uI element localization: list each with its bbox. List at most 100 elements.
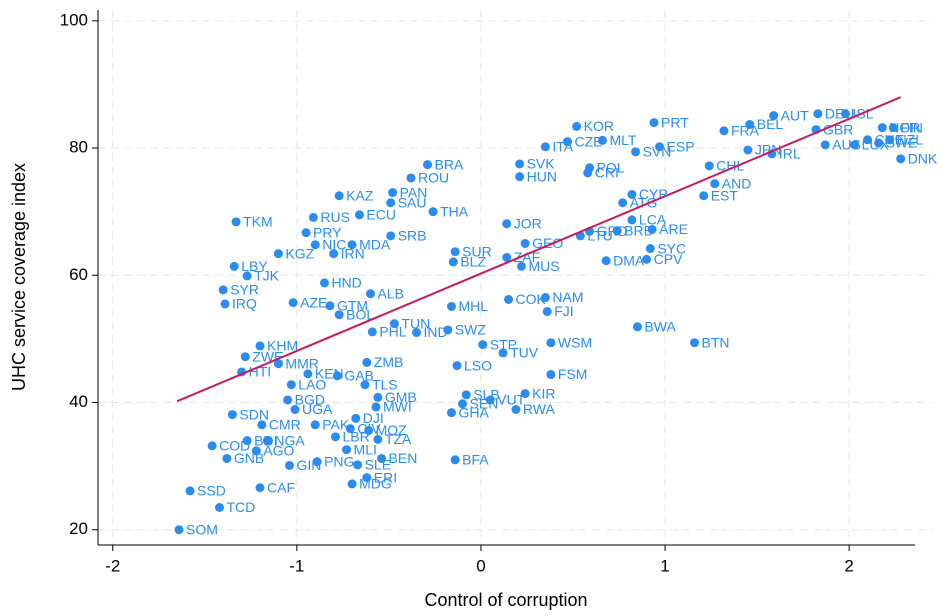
point	[502, 219, 512, 229]
point-label: FJI	[554, 303, 573, 319]
point-label: KAZ	[346, 187, 374, 203]
point-label: BWA	[644, 319, 676, 335]
point-label: STP	[490, 336, 517, 352]
point-label: BLZ	[460, 254, 486, 270]
point-label: BTN	[702, 334, 730, 350]
point	[769, 111, 779, 121]
point-label: ALB	[377, 285, 403, 301]
point-label: SVK	[527, 156, 556, 172]
x-tick-label: 1	[660, 556, 669, 575]
point	[301, 228, 311, 238]
point	[458, 399, 468, 409]
point	[303, 369, 313, 379]
point-label: RWA	[523, 401, 556, 417]
x-axis-title: Control of corruption	[424, 590, 587, 610]
point	[251, 446, 261, 456]
point	[227, 410, 237, 420]
point	[515, 172, 525, 182]
point	[412, 328, 422, 338]
point-label: TZA	[385, 431, 412, 447]
point	[546, 370, 556, 380]
point-label: IRL	[779, 145, 801, 161]
point	[284, 460, 294, 470]
point	[351, 413, 361, 423]
point-label: AZE	[300, 294, 327, 310]
point-label: HND	[331, 275, 361, 291]
point-label: WSM	[558, 334, 592, 350]
x-tick-label: 0	[476, 556, 485, 575]
point	[329, 249, 339, 259]
point-label: ARE	[659, 221, 688, 237]
point-label: NGA	[274, 432, 305, 448]
point	[330, 432, 340, 442]
point-label: BFA	[462, 451, 489, 467]
point-label: GMB	[385, 389, 417, 405]
point-label: SOM	[186, 521, 218, 537]
point	[428, 207, 438, 217]
point-label: MWI	[383, 399, 412, 415]
point-label: TKM	[243, 214, 273, 230]
point-label: NAM	[552, 289, 583, 305]
point	[627, 215, 637, 225]
point-label: MOZ	[376, 422, 408, 438]
point-label: GHA	[458, 404, 489, 420]
point-label: PNG	[324, 453, 354, 469]
point	[342, 445, 352, 455]
point	[850, 140, 860, 150]
point-label: RUS	[320, 209, 350, 225]
point	[220, 299, 230, 309]
point-label: CMR	[269, 416, 301, 432]
point	[515, 159, 525, 169]
point	[601, 256, 611, 266]
point	[310, 240, 320, 250]
point	[334, 310, 344, 320]
point	[542, 307, 552, 317]
point-label: ECU	[366, 207, 396, 223]
point	[347, 479, 357, 489]
point-label: KIR	[532, 385, 555, 401]
point	[347, 240, 357, 250]
point	[386, 231, 396, 241]
point-label: COD	[219, 437, 250, 453]
point	[373, 392, 383, 402]
point	[874, 138, 884, 148]
point	[743, 145, 753, 155]
point	[215, 502, 225, 512]
point-label: ZAF	[514, 249, 540, 265]
point	[647, 224, 657, 234]
point	[364, 425, 374, 435]
point-label: BEL	[757, 116, 784, 132]
point	[719, 126, 729, 136]
point	[373, 434, 383, 444]
point	[283, 395, 293, 405]
point	[423, 160, 433, 170]
point-label: CZE	[574, 133, 602, 149]
point-label: SRB	[398, 228, 427, 244]
point	[222, 453, 232, 463]
point-label: THA	[440, 203, 469, 219]
y-tick-label: 100	[60, 10, 88, 29]
point-label: POL	[597, 159, 625, 175]
point	[354, 210, 364, 220]
point	[642, 254, 652, 264]
point	[231, 217, 241, 227]
point	[710, 179, 720, 189]
point	[655, 142, 665, 152]
point	[290, 405, 300, 415]
point-label: LUX	[862, 137, 890, 153]
point	[353, 460, 363, 470]
point-label: BRA	[435, 156, 464, 172]
point-label: FSM	[558, 366, 588, 382]
point	[362, 357, 372, 367]
point-label: AND	[722, 175, 752, 191]
x-tick-label: -2	[105, 556, 120, 575]
point-label: GBR	[823, 121, 853, 137]
point-label: TJK	[254, 268, 280, 284]
point	[583, 168, 593, 178]
point-label: JOR	[514, 215, 542, 231]
point-label: VUT	[497, 392, 525, 408]
point-label: PRY	[313, 224, 342, 240]
point	[310, 420, 320, 430]
point	[504, 294, 514, 304]
